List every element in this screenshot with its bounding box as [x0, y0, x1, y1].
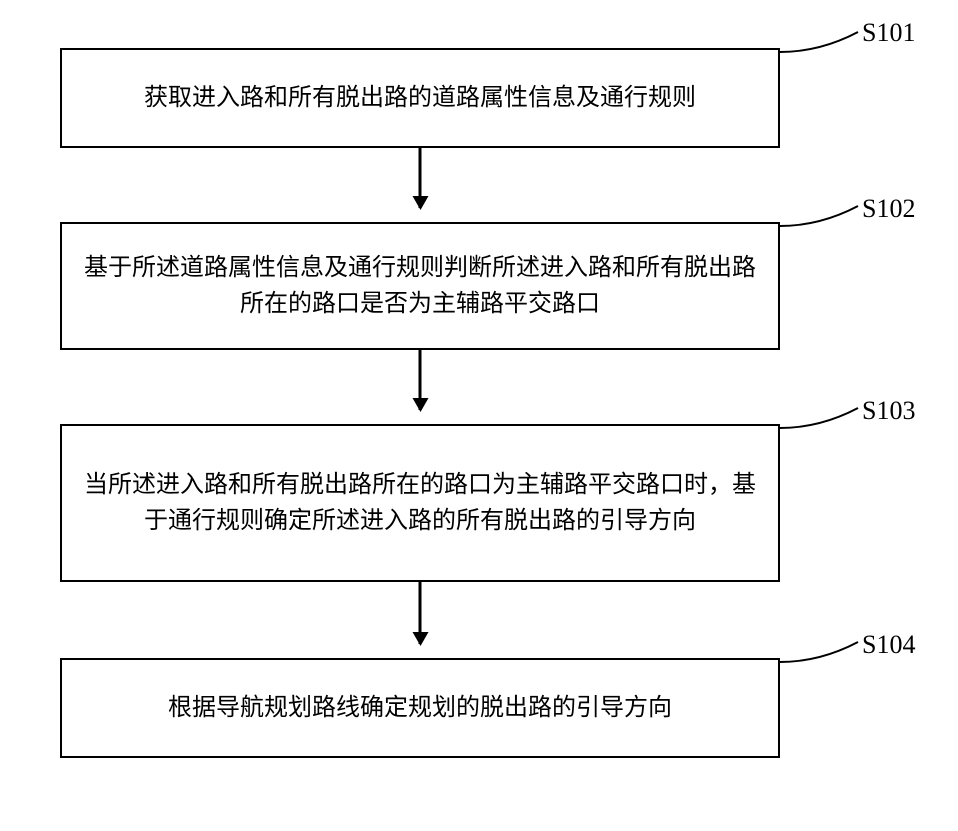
step-label-2: S102 [862, 194, 915, 224]
flow-node-2-text: 基于所述道路属性信息及通行规则判断所述进入路和所有脱出路所在的路口是否为主辅路平… [82, 250, 758, 322]
arrow-1-2 [419, 148, 422, 208]
step-label-1: S101 [862, 18, 915, 48]
connector-2 [780, 204, 860, 235]
flow-node-3-text: 当所述进入路和所有脱出路所在的路口为主辅路平交路口时，基于通行规则确定所述进入路… [82, 467, 758, 539]
step-label-4: S104 [862, 630, 915, 660]
flow-node-4-text: 根据导航规划路线确定规划的脱出路的引导方向 [82, 690, 758, 726]
arrow-3-4 [419, 582, 422, 644]
flow-node-3: 当所述进入路和所有脱出路所在的路口为主辅路平交路口时，基于通行规则确定所述进入路… [60, 424, 780, 582]
step-label-3: S103 [862, 396, 915, 426]
flowchart-container: 获取进入路和所有脱出路的道路属性信息及通行规则 S101 基于所述道路属性信息及… [0, 0, 958, 831]
connector-4 [780, 640, 860, 671]
flow-node-1: 获取进入路和所有脱出路的道路属性信息及通行规则 [60, 48, 780, 148]
flow-node-1-text: 获取进入路和所有脱出路的道路属性信息及通行规则 [82, 80, 758, 116]
connector-3 [780, 406, 860, 437]
flow-node-2: 基于所述道路属性信息及通行规则判断所述进入路和所有脱出路所在的路口是否为主辅路平… [60, 222, 780, 350]
arrow-2-3 [419, 350, 422, 410]
flow-node-4: 根据导航规划路线确定规划的脱出路的引导方向 [60, 658, 780, 758]
connector-1 [780, 30, 860, 61]
